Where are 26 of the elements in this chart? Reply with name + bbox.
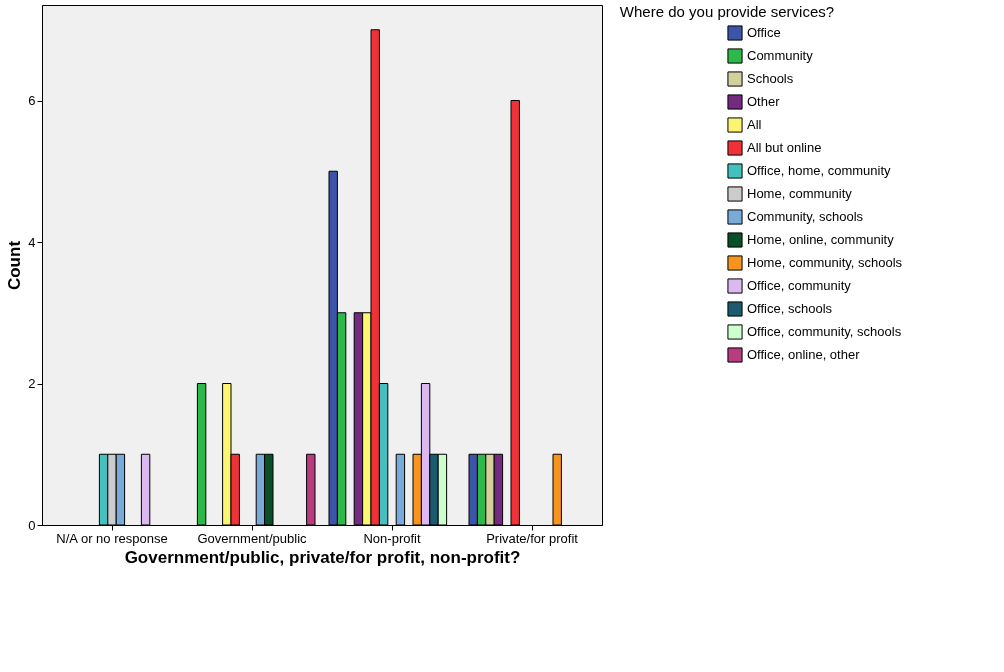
- legend-label: Community, schools: [747, 209, 864, 224]
- legend-title: Where do you provide services?: [619, 3, 835, 20]
- legend-label: Home, community, schools: [747, 255, 903, 270]
- y-tick-label: 6: [28, 93, 36, 109]
- legend-label: Office, community, schools: [747, 324, 902, 339]
- y-tick-label: 0: [28, 517, 36, 533]
- legend-label: All: [747, 117, 762, 132]
- legend-label: Other: [747, 94, 781, 109]
- x-tick-label: Private/for profit: [486, 530, 579, 546]
- legend-label: Office, community: [747, 278, 852, 293]
- x-tick-label: N/A or no response: [56, 530, 168, 546]
- y-tick-label: 4: [28, 234, 36, 250]
- legend-label: Home, community: [747, 186, 853, 201]
- legend-label: Office, schools: [747, 301, 833, 316]
- legend-label: Office: [747, 25, 781, 40]
- legend-label: Office, online, other: [747, 347, 861, 362]
- y-tick-label: 2: [28, 376, 36, 391]
- legend-label: Office, home, community: [747, 163, 892, 178]
- x-tick-label: Government/public: [197, 530, 308, 546]
- legend-label: Community: [747, 48, 814, 63]
- x-axis-title: Government/public, private/for profit, non-profit?: [124, 547, 521, 567]
- x-tick-label: Non-profit: [363, 530, 421, 546]
- legend-label: Home, online, community: [747, 232, 895, 247]
- y-axis-title: Count: [5, 240, 25, 291]
- legend-label: Schools: [747, 71, 794, 86]
- legend-label: All but online: [747, 140, 822, 155]
